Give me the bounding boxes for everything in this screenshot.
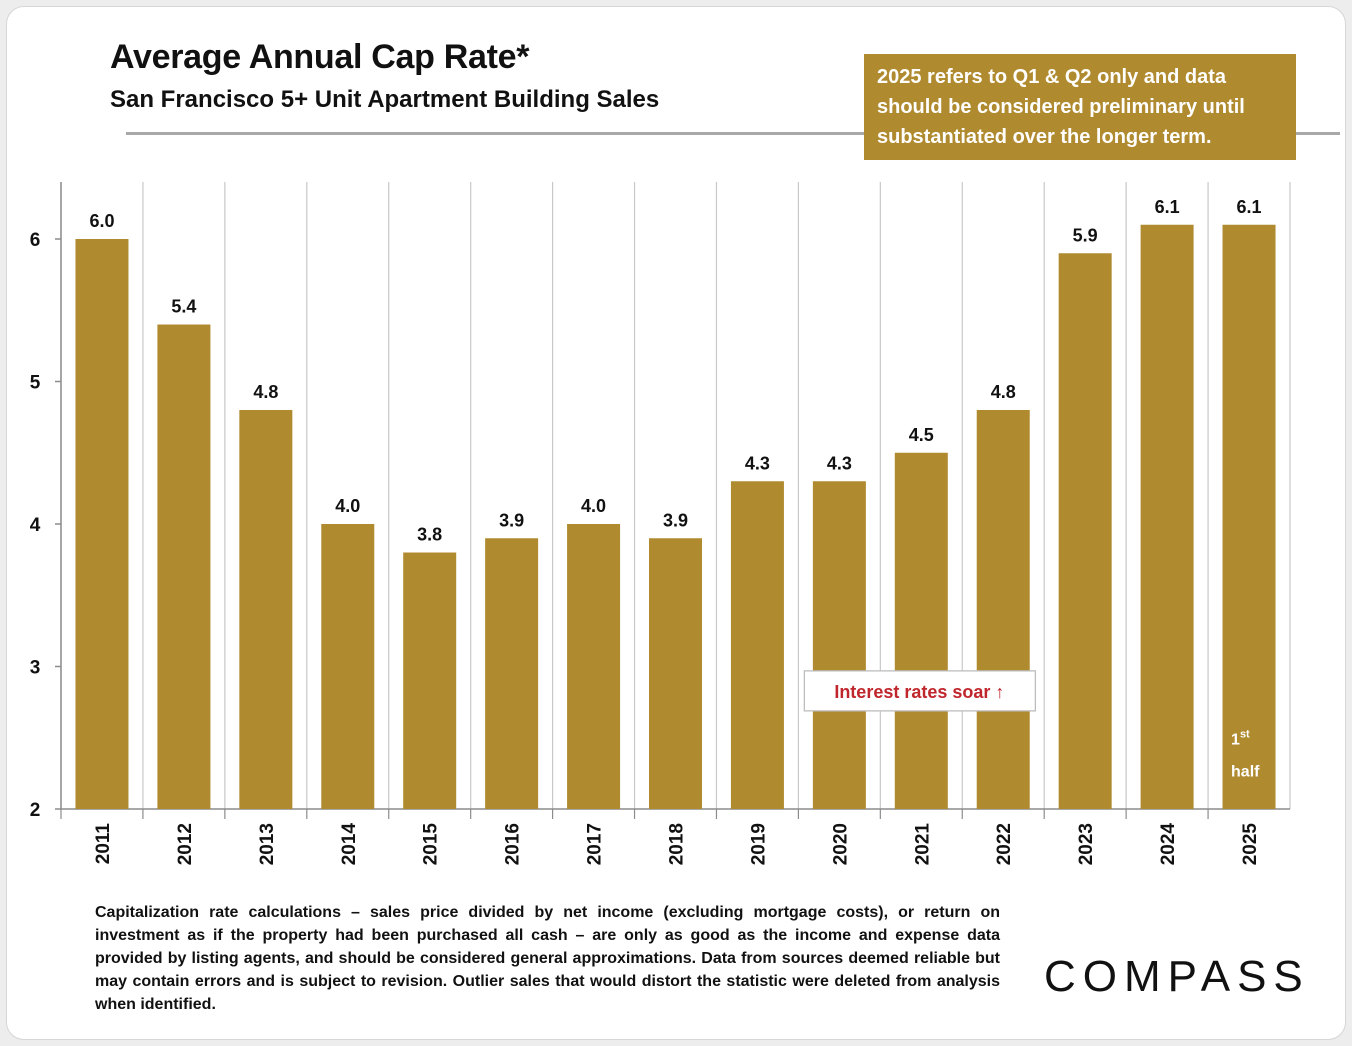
bar-2017	[567, 524, 621, 809]
x-tick-label: 2018	[667, 823, 688, 865]
bar-2015	[403, 552, 457, 809]
data-label: 4.0	[581, 496, 606, 516]
x-tick-label: 2025	[1240, 823, 1261, 866]
interest-rates-callout-box	[803, 670, 1037, 712]
chart-subtitle: San Francisco 5+ Unit Apartment Building…	[110, 86, 660, 113]
data-label: 5.4	[171, 297, 196, 317]
data-label: 4.0	[335, 496, 360, 516]
x-tick-label: 2020	[830, 823, 851, 865]
first-half-note: 1st	[1231, 729, 1250, 749]
x-tick-label: 2015	[421, 823, 442, 866]
methodology-footnote: Capitalization rate calculations – sales…	[95, 904, 1000, 1013]
x-tick-label: 2012	[175, 823, 196, 865]
bar-2022	[976, 410, 1030, 809]
x-tick-label: 2013	[257, 823, 278, 865]
data-label: 4.3	[827, 453, 852, 473]
data-label: 5.9	[1073, 225, 1098, 245]
data-label: 4.3	[745, 453, 770, 473]
bar-2019	[730, 481, 784, 809]
header-divider	[126, 132, 1340, 135]
first-half-note-line2: half	[1231, 764, 1260, 781]
bar-2020	[812, 481, 866, 809]
x-tick-label: 2011	[93, 823, 114, 865]
y-tick-label: 3	[30, 658, 41, 679]
chart-title: Average Annual Cap Rate*	[110, 38, 530, 76]
interest-rates-callout: Interest rates soar ↑	[834, 682, 1004, 702]
data-label: 4.8	[991, 382, 1016, 402]
y-tick-label: 5	[30, 373, 41, 394]
data-label: 6.1	[1155, 197, 1180, 217]
x-tick-label: 2014	[339, 823, 360, 866]
bar-2016	[485, 538, 539, 809]
bar-2013	[239, 410, 293, 809]
bar-2011	[75, 239, 129, 809]
x-tick-label: 2019	[748, 823, 769, 865]
x-tick-label: 2024	[1158, 823, 1179, 866]
x-tick-label: 2021	[912, 823, 933, 866]
chart-card	[6, 6, 1346, 1040]
bar-2025	[1222, 224, 1276, 809]
bar-2014	[321, 524, 375, 809]
data-label: 4.5	[909, 425, 934, 445]
data-label: 3.9	[663, 510, 688, 530]
preliminary-data-note: 2025 refers to Q1 & Q2 only and data sho…	[864, 54, 1296, 160]
y-tick-label: 6	[30, 230, 41, 251]
bar-2023	[1058, 253, 1112, 809]
bar-2024	[1140, 224, 1194, 809]
bar-2012	[157, 324, 211, 809]
x-tick-label: 2023	[1076, 823, 1097, 865]
x-tick-label: 2022	[994, 823, 1015, 865]
bar-2018	[649, 538, 702, 809]
compass-logo: COMPASS	[1044, 952, 1310, 1001]
data-label: 4.8	[253, 382, 278, 402]
x-tick-label: 2016	[503, 823, 524, 865]
data-label: 6.0	[89, 211, 114, 231]
data-label: 3.9	[499, 510, 524, 530]
data-label: 3.8	[417, 525, 442, 545]
bar-2021	[894, 452, 948, 809]
y-tick-label: 2	[30, 800, 41, 821]
y-tick-label: 4	[30, 515, 41, 536]
x-tick-label: 2017	[585, 823, 606, 865]
data-label: 6.1	[1237, 197, 1262, 217]
